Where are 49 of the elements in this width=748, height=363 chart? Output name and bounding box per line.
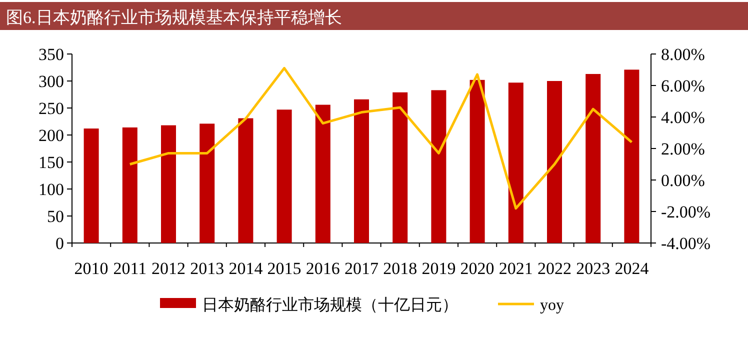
x-tick-label: 2014: [228, 259, 264, 278]
y2-tick-label: -2.00%: [661, 202, 711, 222]
x-tick-label: 2019: [422, 259, 456, 278]
x-tick-label: 2017: [344, 259, 379, 278]
bar: [586, 74, 601, 243]
bar: [547, 81, 562, 243]
x-tick-label: 2011: [113, 259, 147, 278]
y-tick-label: 250: [38, 99, 64, 118]
bar: [238, 118, 254, 243]
x-tick-label: 2010: [74, 259, 108, 278]
chart-title: 图6.日本奶酪行业市场规模基本保持平稳增长: [6, 8, 342, 27]
y2-tick-label: 8.00%: [661, 45, 705, 64]
y-tick-label: 350: [38, 45, 64, 64]
y-tick-label: 50: [47, 207, 64, 226]
bar: [354, 99, 369, 243]
x-tick-label: 2022: [538, 259, 572, 278]
bar: [508, 82, 524, 243]
y2-tick-label: -4.00%: [661, 234, 711, 253]
legend-label: yoy: [540, 297, 564, 314]
x-tick-label: 2024: [614, 259, 650, 278]
y2-tick-label: 4.00%: [661, 108, 705, 127]
y-tick-label: 0: [56, 234, 64, 253]
bar: [200, 124, 215, 243]
y-tick-label: 100: [38, 180, 64, 199]
line-series: [128, 66, 633, 210]
bar: [624, 70, 640, 243]
bar: [276, 110, 292, 243]
x-tick-label: 2023: [576, 259, 610, 278]
x-tick-label: 2020: [460, 259, 494, 278]
x-tick-label: 2015: [267, 259, 302, 278]
bar: [470, 80, 485, 243]
x-tick-label: 2013: [190, 259, 224, 278]
bar: [122, 127, 138, 243]
bar: [161, 125, 176, 243]
x-tick-label: 2018: [383, 259, 418, 278]
x-tick-label: 2016: [306, 259, 340, 278]
x-tick-label: 2012: [152, 259, 186, 278]
bar: [431, 90, 446, 243]
x-tick-label: 2021: [498, 259, 533, 278]
bar: [392, 92, 408, 243]
bar: [315, 104, 330, 243]
bar: [84, 128, 99, 243]
y-tick-label: 150: [38, 153, 64, 172]
legend-label: 日本奶酪行业市场规模（十亿日元）: [202, 296, 458, 314]
y2-tick-label: 0.00%: [661, 171, 705, 190]
y2-tick-label: 6.00%: [661, 76, 705, 96]
y-tick-label: 200: [38, 126, 64, 145]
y-tick-label: 300: [38, 72, 64, 91]
y2-tick-label: 2.00%: [661, 140, 705, 158]
